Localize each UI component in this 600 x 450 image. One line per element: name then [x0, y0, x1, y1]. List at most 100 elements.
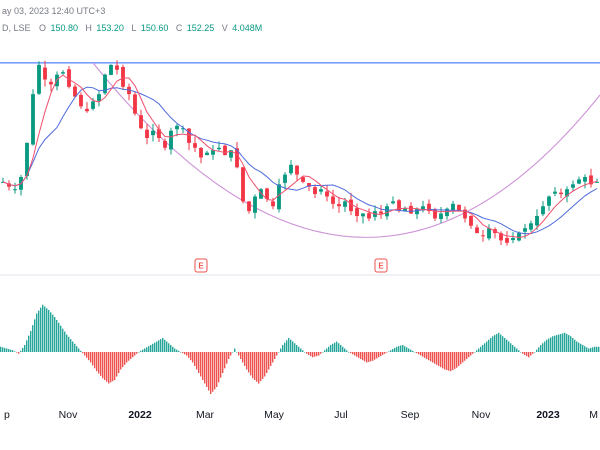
candle[interactable]	[205, 150, 209, 156]
candle[interactable]	[19, 174, 23, 196]
candle[interactable]	[31, 89, 35, 146]
candle[interactable]	[73, 84, 77, 98]
oscillator-bar	[434, 352, 436, 364]
oscillator-bar	[440, 352, 442, 368]
candle[interactable]	[415, 207, 419, 220]
candle[interactable]	[577, 176, 581, 185]
candle[interactable]	[451, 200, 455, 214]
candle[interactable]	[535, 209, 539, 230]
candle[interactable]	[37, 61, 41, 96]
candle[interactable]	[553, 187, 557, 197]
candle[interactable]	[493, 227, 497, 239]
candle[interactable]	[331, 189, 335, 209]
ma-slow-line[interactable]	[2, 86, 598, 235]
candle[interactable]	[283, 172, 287, 190]
oscillator-bar	[598, 346, 600, 352]
candle[interactable]	[163, 138, 167, 151]
oscillator-bar	[2, 347, 4, 352]
candle[interactable]	[121, 64, 125, 91]
candle[interactable]	[361, 213, 365, 224]
oscillator-bar	[568, 335, 570, 352]
candle[interactable]	[229, 150, 233, 162]
oscillator-bar	[332, 343, 334, 352]
candle[interactable]	[481, 230, 485, 242]
candle[interactable]	[295, 165, 299, 182]
candle[interactable]	[403, 206, 407, 212]
oscillator-bar	[78, 348, 80, 352]
candle[interactable]	[289, 160, 293, 176]
candle[interactable]	[85, 102, 89, 113]
oscillator-bar	[340, 345, 342, 352]
ma-fast-line[interactable]	[2, 74, 598, 239]
candle[interactable]	[115, 60, 119, 75]
candle[interactable]	[97, 91, 101, 107]
candles	[1, 60, 599, 246]
candle[interactable]	[583, 174, 587, 189]
candle[interactable]	[427, 199, 431, 215]
rounding-bottom-arc[interactable]	[92, 62, 600, 238]
candle[interactable]	[565, 186, 569, 203]
candle[interactable]	[463, 206, 467, 223]
oscillator-bar	[146, 347, 148, 352]
candle[interactable]	[571, 180, 575, 192]
candle[interactable]	[337, 196, 341, 213]
candle[interactable]	[469, 215, 473, 229]
candle[interactable]	[445, 207, 449, 220]
candle[interactable]	[43, 60, 47, 87]
candle[interactable]	[385, 203, 389, 220]
candle[interactable]	[247, 200, 251, 214]
candle[interactable]	[319, 185, 323, 195]
candle[interactable]	[157, 124, 161, 143]
candle[interactable]	[253, 194, 257, 219]
candle[interactable]	[541, 201, 545, 217]
candle[interactable]	[313, 184, 317, 199]
candle[interactable]	[529, 220, 533, 232]
candle[interactable]	[343, 197, 347, 212]
candle[interactable]	[145, 124, 149, 145]
candle[interactable]	[391, 196, 395, 205]
candle[interactable]	[325, 184, 329, 202]
candle[interactable]	[151, 123, 155, 142]
candle[interactable]	[367, 208, 371, 222]
candle[interactable]	[241, 166, 245, 204]
candle[interactable]	[79, 92, 83, 109]
candle[interactable]	[355, 203, 359, 223]
oscillator-bar	[108, 352, 110, 384]
candle[interactable]	[181, 125, 185, 134]
candle[interactable]	[109, 64, 113, 76]
candle[interactable]	[301, 176, 305, 184]
candle[interactable]	[49, 78, 53, 92]
candle[interactable]	[133, 91, 137, 116]
candle[interactable]	[61, 70, 65, 75]
candle[interactable]	[139, 109, 143, 130]
oscillator-bar	[460, 352, 462, 365]
candle[interactable]	[199, 147, 203, 164]
candle[interactable]	[379, 205, 383, 219]
candle[interactable]	[7, 180, 11, 191]
candle[interactable]	[103, 73, 107, 95]
candle[interactable]	[193, 136, 197, 153]
candle[interactable]	[223, 144, 227, 156]
candle[interactable]	[13, 182, 17, 194]
candle[interactable]	[475, 224, 479, 234]
candle[interactable]	[421, 200, 425, 213]
candle[interactable]	[25, 142, 29, 180]
candle[interactable]	[487, 224, 491, 241]
earnings-marker[interactable]: E	[194, 258, 208, 273]
candle[interactable]	[127, 83, 131, 101]
oscillator-bar	[452, 352, 454, 371]
candle[interactable]	[505, 231, 509, 246]
candle[interactable]	[511, 232, 515, 244]
candle[interactable]	[307, 182, 311, 192]
candle[interactable]	[187, 127, 191, 151]
candle[interactable]	[211, 145, 215, 160]
candle[interactable]	[235, 142, 239, 169]
candle[interactable]	[589, 168, 593, 188]
earnings-marker[interactable]: E	[374, 258, 388, 273]
candle[interactable]	[55, 71, 59, 91]
candle[interactable]	[595, 178, 599, 183]
candle[interactable]	[67, 65, 71, 89]
candle[interactable]	[169, 127, 173, 155]
candle[interactable]	[547, 195, 551, 211]
candle[interactable]	[559, 188, 563, 199]
